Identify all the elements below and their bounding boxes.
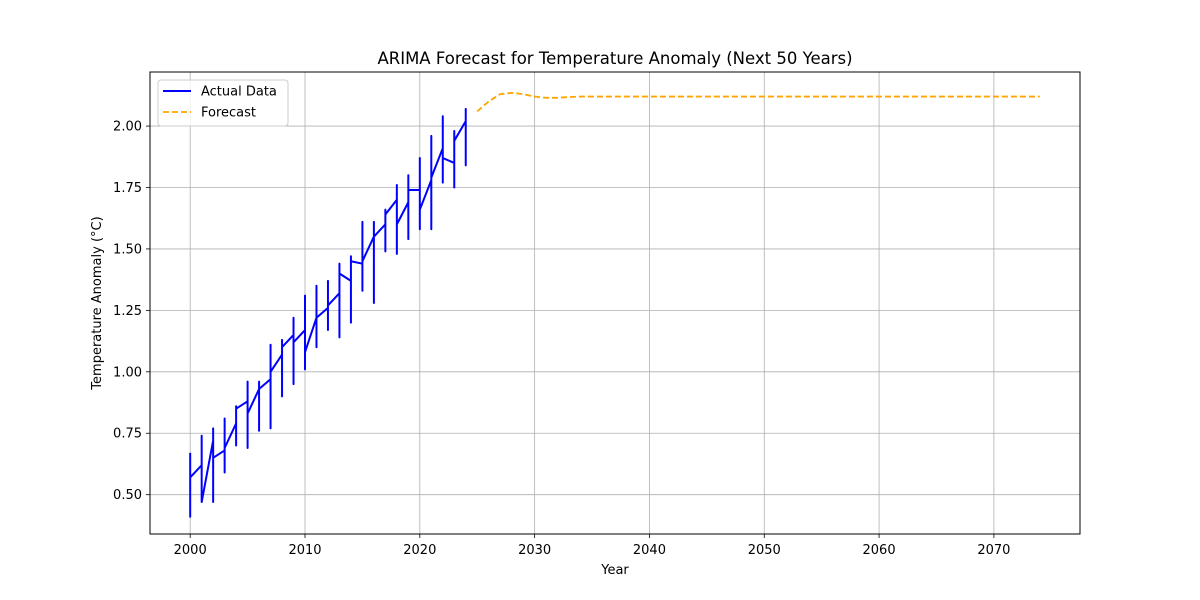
- x-tick-label: 2070: [977, 543, 1010, 558]
- y-tick-label: 2.00: [113, 120, 142, 135]
- plot-frame: [149, 71, 1081, 535]
- x-tick-label: 2020: [403, 543, 436, 558]
- x-axis-label: Year: [600, 563, 629, 578]
- y-tick-label: 1.25: [113, 304, 142, 319]
- y-tick-label: 1.00: [113, 365, 142, 380]
- y-tick-label: 1.75: [113, 181, 142, 196]
- series-layer: [189, 91, 1040, 518]
- x-axis-ticks: 2000 2010 2020 2030 2040 2050 2060 2070: [174, 534, 1010, 558]
- y-tick-label: 1.50: [113, 242, 142, 257]
- legend-label-actual-data: Actual Data: [201, 85, 277, 100]
- legend: Actual Data Forecast: [157, 79, 289, 127]
- grid-lines: [150, 72, 1080, 534]
- y-axis-ticks: 0.50 0.75 1.00 1.25 1.50 1.75 2.00: [113, 120, 150, 503]
- x-tick-label: 2010: [288, 543, 321, 558]
- chart-title: ARIMA Forecast for Temperature Anomaly (…: [377, 49, 852, 68]
- y-tick-label: 0.75: [113, 427, 142, 442]
- y-axis-label: Temperature Anomaly (°C): [90, 216, 105, 390]
- x-tick-label: 2060: [863, 543, 896, 558]
- x-tick-label: 2030: [518, 543, 551, 558]
- series-line-forecast: [476, 91, 1040, 113]
- y-tick-label: 0.50: [113, 488, 142, 503]
- x-tick-label: 2000: [174, 543, 207, 558]
- series-line-actual-data: [189, 107, 467, 518]
- legend-label-forecast: Forecast: [201, 106, 256, 121]
- x-tick-label: 2050: [748, 543, 781, 558]
- x-tick-label: 2040: [633, 543, 666, 558]
